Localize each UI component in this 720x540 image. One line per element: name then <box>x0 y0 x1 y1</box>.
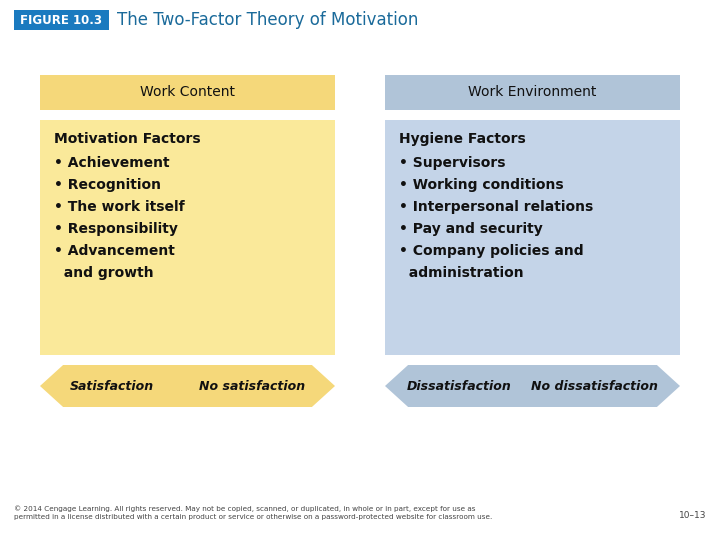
Text: • Recognition: • Recognition <box>54 178 161 192</box>
Text: • Interpersonal relations: • Interpersonal relations <box>399 200 593 214</box>
Text: FIGURE 10.3: FIGURE 10.3 <box>20 14 102 26</box>
Text: • Company policies and: • Company policies and <box>399 244 584 258</box>
Text: Satisfaction: Satisfaction <box>70 380 154 393</box>
Polygon shape <box>385 365 680 407</box>
Text: and growth: and growth <box>54 266 153 280</box>
Text: • Pay and security: • Pay and security <box>399 222 543 236</box>
FancyBboxPatch shape <box>14 10 109 30</box>
Text: No dissatisfaction: No dissatisfaction <box>531 380 658 393</box>
Text: Hygiene Factors: Hygiene Factors <box>399 132 526 146</box>
FancyBboxPatch shape <box>385 120 680 355</box>
Text: administration: administration <box>399 266 523 280</box>
Text: Motivation Factors: Motivation Factors <box>54 132 201 146</box>
FancyBboxPatch shape <box>385 75 680 110</box>
Text: No satisfaction: No satisfaction <box>199 380 305 393</box>
Text: • Working conditions: • Working conditions <box>399 178 564 192</box>
Text: Work Environment: Work Environment <box>468 85 597 99</box>
FancyBboxPatch shape <box>40 75 335 110</box>
Text: 10–13: 10–13 <box>678 511 706 520</box>
Text: • The work itself: • The work itself <box>54 200 184 214</box>
Text: Dissatisfaction: Dissatisfaction <box>407 380 512 393</box>
Text: The Two-Factor Theory of Motivation: The Two-Factor Theory of Motivation <box>117 11 418 29</box>
Text: Work Content: Work Content <box>140 85 235 99</box>
Text: • Supervisors: • Supervisors <box>399 156 505 170</box>
Text: © 2014 Cengage Learning. All rights reserved. May not be copied, scanned, or dup: © 2014 Cengage Learning. All rights rese… <box>14 505 492 520</box>
Text: • Achievement: • Achievement <box>54 156 170 170</box>
Text: • Responsibility: • Responsibility <box>54 222 178 236</box>
Text: • Advancement: • Advancement <box>54 244 175 258</box>
FancyBboxPatch shape <box>40 120 335 355</box>
Polygon shape <box>40 365 335 407</box>
